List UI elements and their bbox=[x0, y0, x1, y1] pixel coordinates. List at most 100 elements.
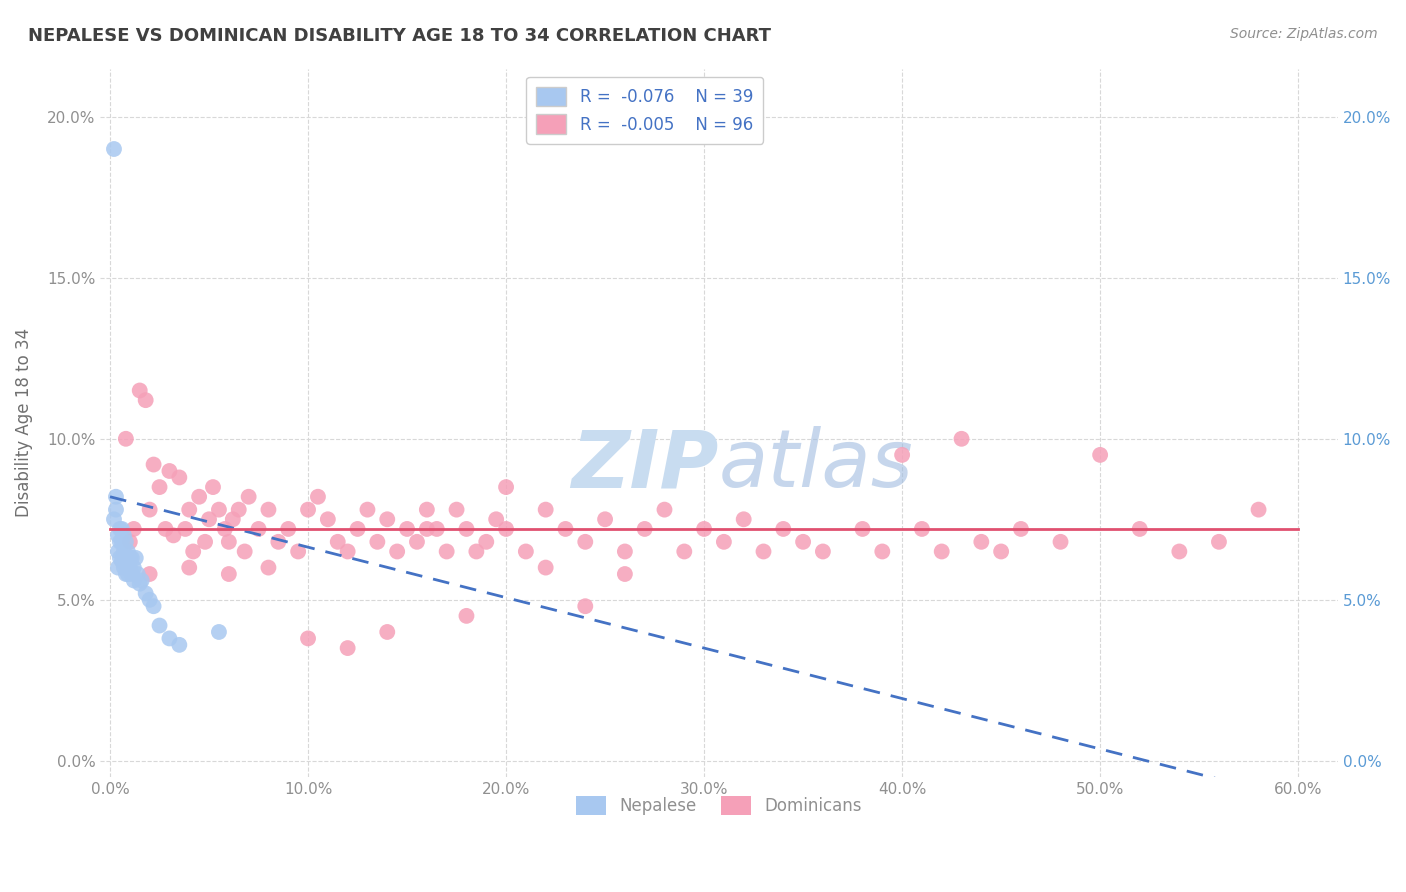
Point bbox=[138, 502, 160, 516]
Point bbox=[891, 448, 914, 462]
Point bbox=[772, 522, 794, 536]
Point bbox=[634, 522, 657, 536]
Point bbox=[267, 534, 290, 549]
Text: atlas: atlas bbox=[718, 426, 914, 504]
Point bbox=[247, 522, 270, 536]
Point bbox=[950, 432, 973, 446]
Point bbox=[495, 480, 517, 494]
Point bbox=[416, 522, 439, 536]
Point bbox=[475, 534, 498, 549]
Point bbox=[495, 522, 517, 536]
Point bbox=[257, 502, 280, 516]
Point bbox=[228, 502, 250, 516]
Point bbox=[159, 632, 181, 646]
Point bbox=[108, 534, 131, 549]
Point bbox=[257, 560, 280, 574]
Point bbox=[128, 576, 150, 591]
Point bbox=[366, 534, 388, 549]
Point bbox=[107, 544, 129, 558]
Point bbox=[179, 502, 201, 516]
Point bbox=[1049, 534, 1071, 549]
Point bbox=[201, 480, 224, 494]
Point bbox=[356, 502, 378, 516]
Point bbox=[103, 142, 125, 156]
Point bbox=[214, 522, 236, 536]
Point bbox=[194, 534, 217, 549]
Point bbox=[104, 490, 127, 504]
Point bbox=[713, 534, 735, 549]
Text: ZIP: ZIP bbox=[572, 426, 718, 504]
Point bbox=[911, 522, 934, 536]
Point bbox=[336, 641, 359, 656]
Legend: Nepalese, Dominicans: Nepalese, Dominicans bbox=[565, 786, 872, 825]
Point bbox=[375, 624, 398, 639]
Point bbox=[287, 544, 309, 558]
Point bbox=[115, 567, 138, 582]
Point bbox=[128, 384, 150, 398]
Point bbox=[121, 550, 143, 565]
Point bbox=[142, 599, 165, 614]
Point bbox=[222, 512, 245, 526]
Point bbox=[436, 544, 458, 558]
Point bbox=[125, 550, 148, 565]
Point bbox=[107, 528, 129, 542]
Point bbox=[208, 624, 231, 639]
Point bbox=[872, 544, 894, 558]
Point bbox=[118, 560, 141, 574]
Point bbox=[118, 550, 141, 565]
Point bbox=[218, 534, 240, 549]
Point bbox=[169, 638, 191, 652]
Point bbox=[122, 574, 145, 588]
Point bbox=[103, 512, 125, 526]
Point bbox=[138, 567, 160, 582]
Point bbox=[554, 522, 576, 536]
Point bbox=[148, 618, 170, 632]
Point bbox=[336, 544, 359, 558]
Point bbox=[811, 544, 834, 558]
Point bbox=[456, 608, 478, 623]
Point bbox=[104, 502, 127, 516]
Point bbox=[117, 544, 139, 558]
Point bbox=[485, 512, 508, 526]
Point bbox=[673, 544, 696, 558]
Point bbox=[122, 522, 145, 536]
Point bbox=[385, 544, 408, 558]
Point bbox=[174, 522, 197, 536]
Point bbox=[277, 522, 299, 536]
Point bbox=[574, 534, 596, 549]
Point bbox=[297, 502, 319, 516]
Point bbox=[108, 550, 131, 565]
Point bbox=[465, 544, 488, 558]
Point bbox=[613, 567, 636, 582]
Point bbox=[752, 544, 775, 558]
Point bbox=[162, 528, 184, 542]
Point bbox=[218, 567, 240, 582]
Point bbox=[111, 554, 134, 568]
Point bbox=[179, 560, 201, 574]
Point bbox=[851, 522, 873, 536]
Point bbox=[574, 599, 596, 614]
Point bbox=[115, 534, 138, 549]
Point bbox=[970, 534, 993, 549]
Point bbox=[135, 393, 157, 408]
Point bbox=[693, 522, 716, 536]
Point bbox=[135, 586, 157, 600]
Point bbox=[456, 522, 478, 536]
Point bbox=[316, 512, 339, 526]
Point bbox=[198, 512, 221, 526]
Point bbox=[990, 544, 1012, 558]
Point bbox=[1168, 544, 1191, 558]
Point bbox=[1208, 534, 1230, 549]
Point bbox=[792, 534, 814, 549]
Point bbox=[108, 522, 131, 536]
Point bbox=[117, 567, 139, 582]
Point bbox=[148, 480, 170, 494]
Point bbox=[446, 502, 468, 516]
Point bbox=[613, 544, 636, 558]
Point bbox=[396, 522, 419, 536]
Point bbox=[115, 432, 138, 446]
Point bbox=[112, 528, 135, 542]
Point bbox=[118, 534, 141, 549]
Point bbox=[159, 464, 181, 478]
Point bbox=[1088, 448, 1111, 462]
